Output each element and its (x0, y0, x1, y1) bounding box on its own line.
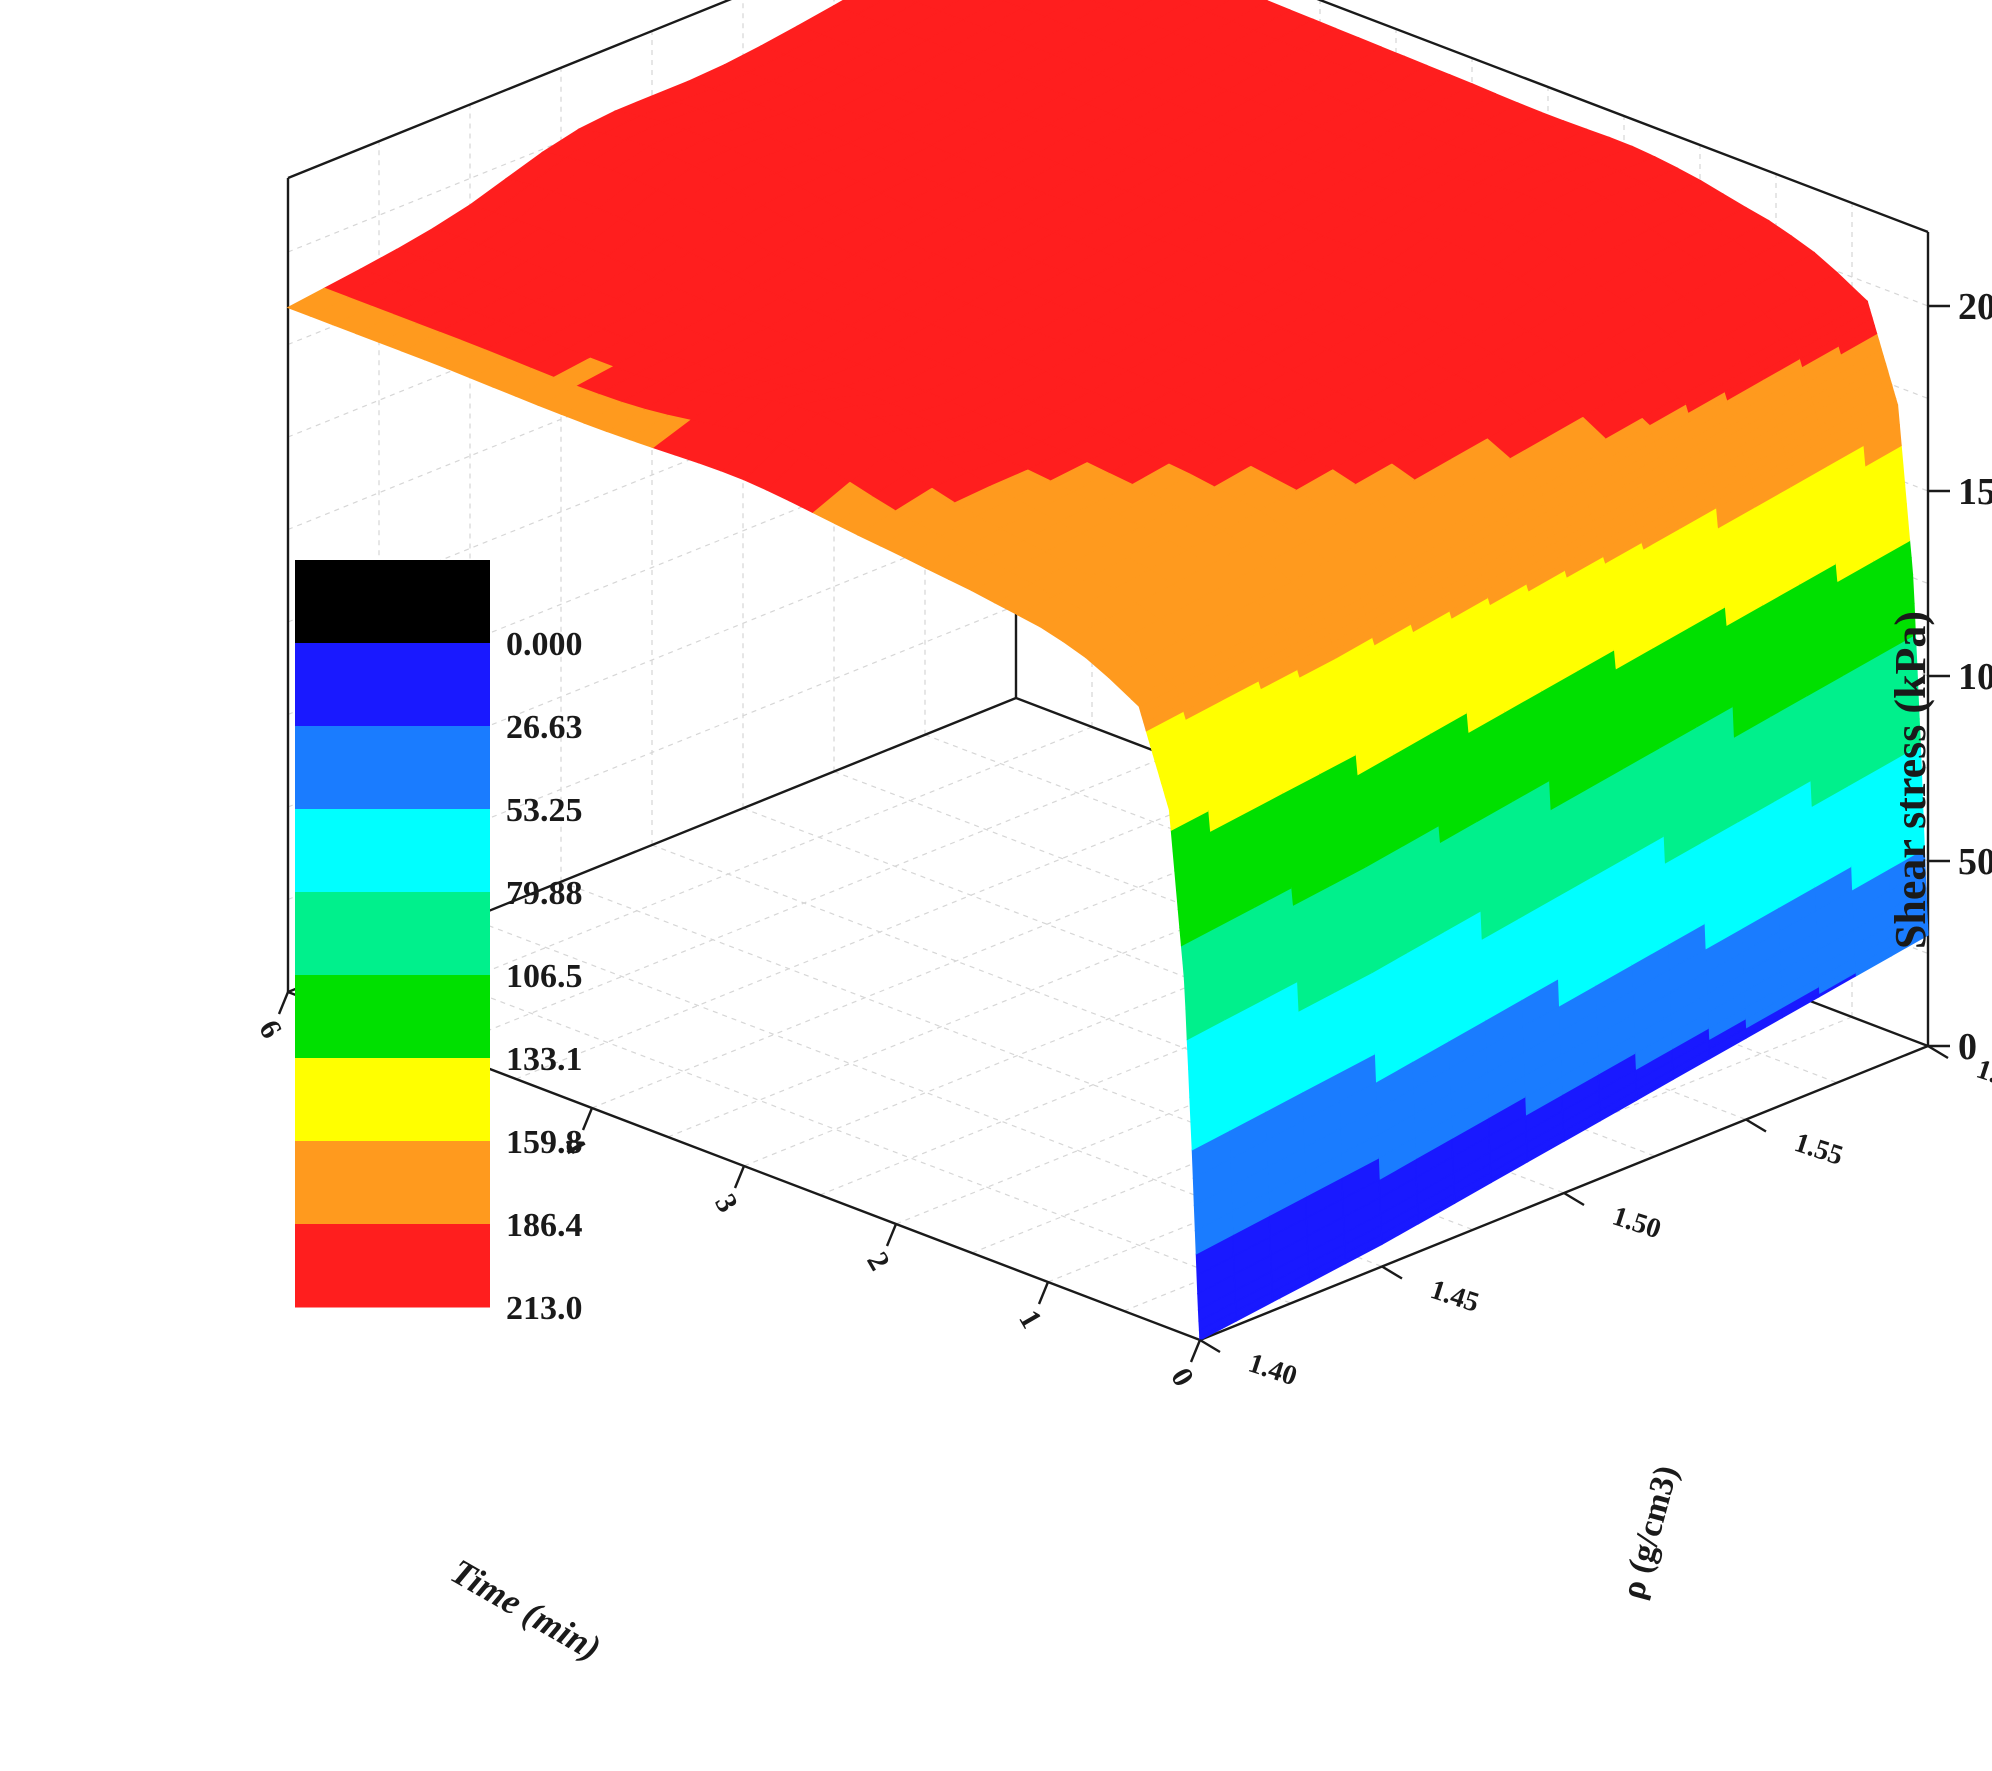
density-axis-title: ρ (g/cm3) (1614, 1462, 1685, 1603)
colorbar-swatch (295, 809, 490, 893)
colorbar-swatch (295, 726, 490, 810)
density-tick-label: 1.40 (1245, 1348, 1301, 1393)
grid-line (378, 954, 1292, 1304)
colorbar-swatch (295, 1141, 490, 1225)
density-tick (1199, 1338, 1221, 1354)
time-tick-label: 3 (708, 1189, 744, 1218)
density-tick-label: 1.55 (1791, 1127, 1847, 1172)
colorbar-swatch (295, 892, 490, 976)
colorbar-swatch (295, 643, 490, 727)
time-tick-label: 6 (252, 1015, 288, 1044)
colorbar-label: 213.0 (506, 1290, 583, 1327)
z-tick-label: 200 (1958, 286, 1992, 328)
time-tick (733, 1165, 746, 1189)
z-axis-title: Shear stress (kPa) (1886, 611, 1935, 949)
surface-patch (286, 287, 349, 317)
time-tick (581, 1107, 594, 1131)
colorbar: 0.000 26.63 53.25 79.88 106.5 133.1 159.8 186.4… (295, 560, 583, 1327)
colorbar-swatch (295, 560, 490, 644)
colorbar-label: 26.63 (506, 709, 583, 746)
colorbar-label: 0.000 (506, 626, 583, 663)
frame-edge (287, 0, 732, 180)
colorbar-label: 53.25 (506, 792, 583, 829)
time-tick (277, 991, 290, 1015)
grid-line (515, 784, 1245, 1080)
colorbar-swatch (295, 1224, 490, 1308)
frame-edge (1316, 0, 1929, 234)
z-tick-label: 50 (1958, 841, 1992, 883)
time-tick-label: 2 (860, 1247, 896, 1276)
z-tick-label: 100 (1958, 656, 1992, 698)
time-tick (1037, 1281, 1050, 1305)
density-tick-label: 1.50 (1609, 1201, 1665, 1246)
density-tick (1745, 1118, 1767, 1133)
surface (286, 0, 1929, 1341)
colorbar-label: 186.4 (506, 1207, 583, 1244)
colorbar-swatch (295, 975, 490, 1059)
time-tick (1189, 1339, 1202, 1363)
grid-line (439, 755, 1169, 1051)
z-tick-label: 0 (1958, 1026, 1977, 1068)
time-axis-title: Time (min) (444, 1551, 607, 1668)
time-tick (885, 1223, 898, 1247)
density-tick (1563, 1191, 1585, 1207)
z-axis: 0 50 100 150 200 (1928, 286, 1992, 1068)
colorbar-label: 159.8 (506, 1124, 583, 1161)
colorbar-swatch (295, 1058, 490, 1142)
time-tick-label: 1 (1012, 1305, 1048, 1334)
colorbar-label: 133.1 (506, 1041, 583, 1078)
density-tick (1381, 1265, 1403, 1280)
density-tick (1927, 1044, 1949, 1060)
colorbar-label: 106.5 (506, 958, 583, 995)
surface-patch (1088, 0, 1113, 6)
time-tick-label: 0 (1164, 1363, 1200, 1392)
z-tick-label: 150 (1958, 471, 1992, 513)
density-tick-label: 1.45 (1427, 1274, 1483, 1319)
colorbar-label: 79.88 (506, 875, 583, 912)
